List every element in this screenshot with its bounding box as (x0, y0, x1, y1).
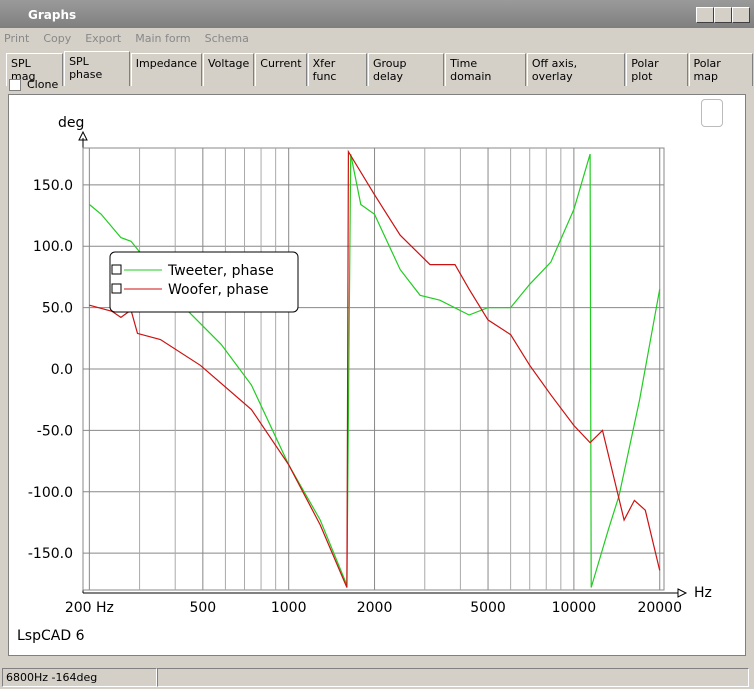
menu-item[interactable]: Schema (204, 32, 249, 45)
tab[interactable]: Xfer func (307, 53, 367, 86)
tab[interactable]: Polar plot (626, 53, 688, 86)
minimize-button[interactable] (696, 7, 714, 23)
status-bar-panel (157, 668, 749, 687)
window-title: Graphs (28, 8, 77, 22)
tab[interactable]: Group delay (368, 53, 445, 86)
tab[interactable]: Current (255, 53, 307, 86)
menu-item[interactable]: Export (85, 32, 122, 45)
status-bar: 6800Hz -164deg (2, 668, 157, 687)
maximize-button[interactable] (714, 7, 732, 23)
tab[interactable]: Voltage (203, 53, 255, 86)
tab[interactable]: Off axis, overlay (526, 53, 626, 86)
watermark: LspCAD 6 (17, 628, 85, 644)
tab[interactable]: Impedance (130, 53, 202, 86)
tab[interactable]: SPL phase (64, 51, 130, 86)
panel-button[interactable] (701, 99, 723, 127)
title-bar: Graphs (0, 0, 754, 28)
clone-checkbox[interactable]: Clone (9, 78, 58, 91)
menu-bar: Print Copy Export Main form Schema (4, 32, 249, 45)
menu-item[interactable]: Copy (43, 32, 72, 45)
clone-label: Clone (27, 78, 59, 91)
tab-bar: SPL mag SPL phase Impedance Voltage Current X… (6, 51, 754, 86)
tab[interactable]: Time domain (445, 53, 526, 86)
graph-panel: LspCAD 6 (8, 94, 746, 656)
menu-item[interactable]: Print (4, 32, 30, 45)
tab[interactable]: Polar map (688, 53, 754, 86)
close-button[interactable] (732, 7, 750, 23)
menu-item[interactable]: Main form (135, 32, 191, 45)
